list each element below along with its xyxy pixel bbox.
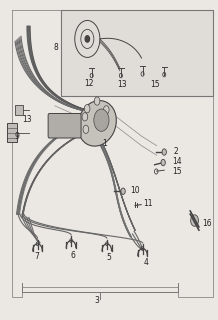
Ellipse shape (78, 100, 116, 146)
Text: 6: 6 (70, 251, 75, 260)
Circle shape (121, 188, 125, 195)
Text: 7: 7 (34, 252, 39, 261)
Circle shape (85, 36, 90, 42)
Circle shape (82, 113, 88, 121)
Text: 10: 10 (131, 186, 140, 195)
Bar (61, 10, 213, 96)
Circle shape (191, 215, 198, 226)
Text: 8: 8 (54, 43, 58, 52)
Circle shape (84, 105, 90, 113)
Text: 13: 13 (118, 80, 127, 89)
Text: 1: 1 (102, 139, 107, 148)
Text: 15: 15 (172, 167, 182, 176)
Text: 15: 15 (150, 80, 160, 89)
Text: 16: 16 (202, 219, 212, 228)
Circle shape (161, 159, 165, 166)
Text: 2: 2 (174, 147, 179, 156)
Text: 13: 13 (22, 115, 32, 124)
Text: 11: 11 (144, 198, 153, 207)
Circle shape (83, 125, 89, 133)
Circle shape (94, 109, 109, 131)
Bar (7, 123, 17, 142)
Text: 4: 4 (144, 258, 149, 267)
Bar (15, 105, 23, 116)
Circle shape (162, 149, 166, 155)
FancyBboxPatch shape (48, 114, 81, 138)
Circle shape (104, 106, 109, 114)
Circle shape (94, 97, 100, 105)
Text: 12: 12 (84, 79, 94, 88)
Text: 5: 5 (106, 253, 111, 262)
Text: 14: 14 (172, 157, 182, 166)
Text: 3: 3 (94, 296, 99, 305)
Text: 9: 9 (14, 132, 19, 141)
